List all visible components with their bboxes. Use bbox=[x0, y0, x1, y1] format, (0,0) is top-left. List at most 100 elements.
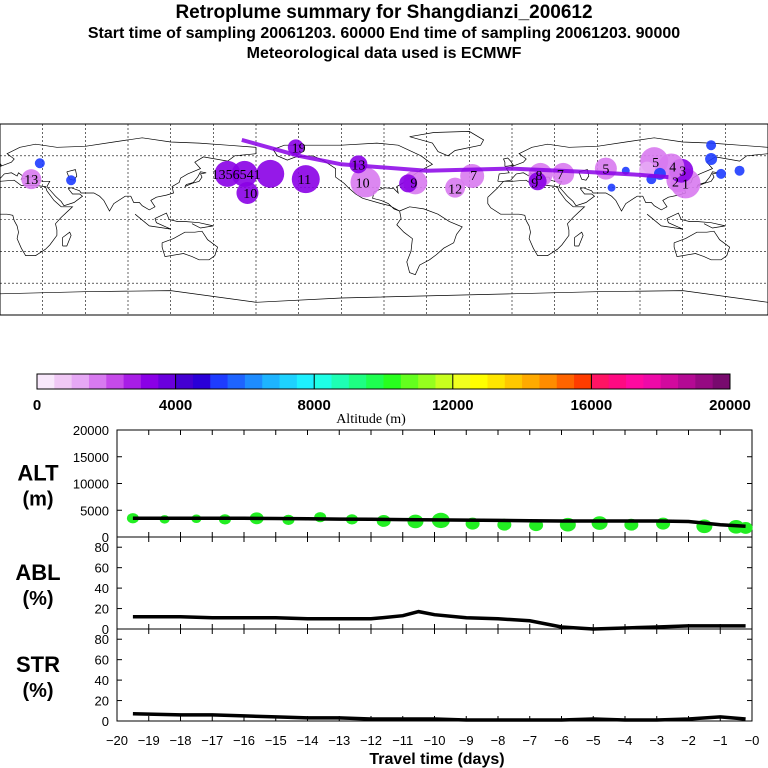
colorbar-tick-label: 4000 bbox=[159, 397, 192, 414]
abl-ytick-label: 40 bbox=[95, 581, 109, 596]
plume-label: 12 bbox=[448, 183, 462, 198]
colorbar-swatch bbox=[626, 374, 644, 389]
abl-ytick-label: 0 bbox=[102, 622, 109, 637]
uk-outline bbox=[503, 157, 515, 167]
xtick-label: −11 bbox=[392, 733, 413, 748]
plume-cluster bbox=[236, 181, 259, 204]
plume-label: 7 bbox=[557, 168, 564, 183]
alt-panel: 20000 15000 10000 5000 0 ALT (m) bbox=[17, 423, 753, 545]
abl-ytick-label: 80 bbox=[95, 540, 109, 555]
indonesia-outline bbox=[646, 212, 726, 230]
plume-label: 10 bbox=[243, 187, 257, 202]
str-ytick-label: 20 bbox=[95, 694, 109, 709]
str-label: STR bbox=[16, 652, 60, 677]
colorbar-tick-label: 0 bbox=[33, 397, 41, 414]
xtick-label: −20 bbox=[106, 733, 128, 748]
str-ytick-label: 40 bbox=[95, 673, 109, 688]
plume-label: 13 bbox=[351, 158, 365, 173]
alt-unit: (m) bbox=[22, 489, 53, 511]
colorbar-swatch bbox=[504, 374, 523, 389]
xtick-label: −3 bbox=[649, 733, 664, 748]
colorbar-swatch bbox=[574, 374, 592, 389]
alt-series-line bbox=[132, 516, 746, 529]
plume-cluster bbox=[287, 139, 304, 156]
colorbar-swatch bbox=[608, 374, 627, 389]
xtick-label: −14 bbox=[296, 733, 318, 748]
map-grid bbox=[0, 124, 768, 315]
plume-cluster bbox=[552, 162, 575, 185]
plume-cluster bbox=[214, 160, 241, 187]
colorbar-swatch bbox=[227, 374, 246, 389]
xtick-label: −18 bbox=[169, 733, 191, 748]
colorbar-swatch bbox=[418, 374, 436, 389]
colorbar-swatch bbox=[175, 374, 194, 389]
alt-ytick-label: 5000 bbox=[80, 503, 109, 518]
colorbar-swatch bbox=[487, 374, 506, 389]
xtick-label: −19 bbox=[138, 733, 160, 748]
colorbar-swatch bbox=[262, 374, 281, 389]
xtick-label: −10 bbox=[423, 733, 445, 748]
abl-label: ABL bbox=[15, 560, 60, 585]
altitude-marker bbox=[738, 521, 753, 534]
colorbar-swatch bbox=[331, 374, 350, 389]
alt-ytick-label: 0 bbox=[102, 530, 109, 545]
plume-cluster bbox=[445, 177, 466, 198]
alt-label: ALT bbox=[17, 461, 59, 486]
plume-cluster bbox=[256, 159, 285, 188]
plume-label: 9 bbox=[410, 176, 417, 191]
colorbar-swatch bbox=[158, 374, 177, 389]
plume-label: 11 bbox=[298, 173, 311, 188]
colorbar-swatch bbox=[591, 374, 610, 389]
south-america-outline bbox=[396, 206, 463, 276]
timeseries-panels: 20000 15000 10000 5000 0 ALT (m) 80 60 40 20 0 ABL (%… bbox=[15, 423, 759, 768]
antarctica-edge-outline-west bbox=[0, 290, 257, 303]
plume-label: 13 bbox=[24, 173, 38, 188]
plume-label: 1356541 bbox=[212, 168, 261, 183]
colorbar-swatch bbox=[192, 374, 211, 389]
trajectory-line bbox=[241, 137, 669, 180]
colorbar-swatch bbox=[210, 374, 229, 389]
colorbar-swatch bbox=[522, 374, 540, 389]
plume-label: 4 bbox=[669, 160, 676, 175]
colorbar-swatch bbox=[314, 374, 333, 389]
uk-outline-west bbox=[0, 162, 3, 166]
sampling-times: Start time of sampling 20061203. 60000 E… bbox=[87, 25, 681, 42]
plume-cluster bbox=[706, 140, 717, 151]
colorbar-swatch bbox=[71, 374, 90, 389]
plume-cluster bbox=[34, 158, 45, 169]
plume-label: 10 bbox=[356, 176, 370, 191]
north-america-outline bbox=[272, 142, 434, 212]
plume-cluster bbox=[399, 174, 418, 193]
plume-cluster bbox=[716, 168, 727, 179]
xtick-label: −8 bbox=[491, 733, 506, 748]
x-axis-label: Travel time (days) bbox=[369, 751, 504, 768]
plume-cluster bbox=[528, 172, 547, 191]
xtick-label: −15 bbox=[265, 733, 287, 748]
colorbar-title: Altitude (m) bbox=[336, 412, 406, 427]
str-series-line bbox=[132, 712, 746, 722]
colorbar-swatch bbox=[660, 374, 679, 389]
str-ytick-label: 60 bbox=[95, 653, 109, 668]
abl-ytick-label: 20 bbox=[95, 602, 109, 617]
alt-ytick-label: 10000 bbox=[73, 477, 109, 492]
colorbar-tick-label: 16000 bbox=[571, 397, 613, 414]
xtick-label: −16 bbox=[233, 733, 255, 748]
str-panel: 80 60 40 20 0 STR (%) bbox=[16, 628, 753, 729]
colorbar-swatch bbox=[539, 374, 558, 389]
plume-label: 5 bbox=[602, 163, 609, 178]
plume-cluster bbox=[705, 153, 718, 166]
colorbar-swatch bbox=[37, 374, 55, 389]
colorbar-swatch bbox=[400, 374, 419, 389]
plume-label: 19 bbox=[292, 141, 306, 156]
alt-ytick-label: 15000 bbox=[73, 450, 109, 465]
colorbar-swatch bbox=[348, 374, 367, 389]
colorbar-swatch bbox=[88, 374, 107, 389]
str-ytick-label: 80 bbox=[95, 632, 109, 647]
colorbar-swatch bbox=[140, 374, 159, 389]
australia-outline-west bbox=[161, 230, 219, 261]
altitude-marker bbox=[126, 513, 139, 524]
colorbar-swatch bbox=[279, 374, 298, 389]
